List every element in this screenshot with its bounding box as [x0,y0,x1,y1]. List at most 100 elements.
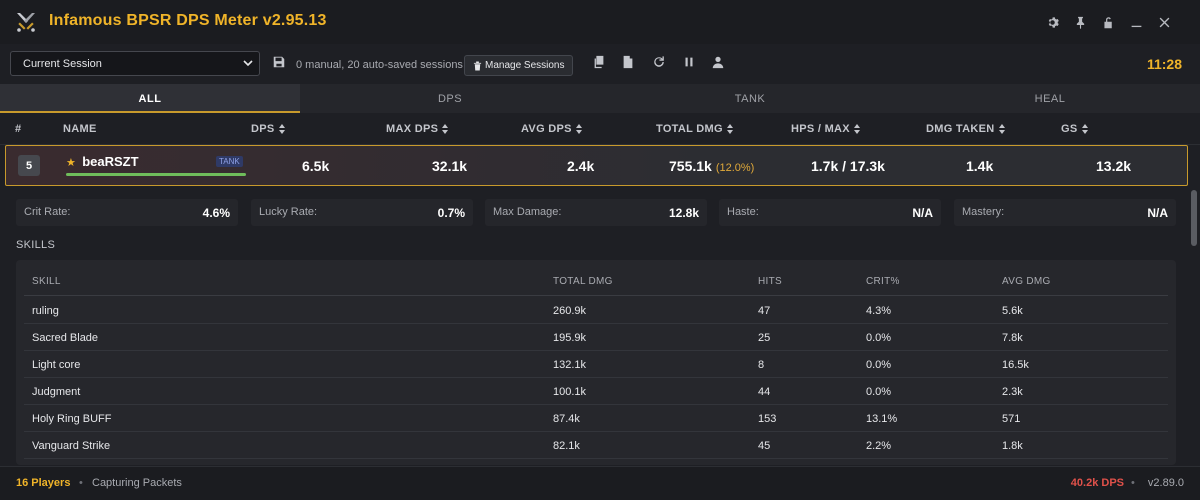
skill-row[interactable]: Sacred Blade 195.9k 25 0.0% 7.8k [24,324,1168,351]
skill-row[interactable]: Light core 132.1k 8 0.0% 16.5k [24,351,1168,378]
player-total-dmg: 755.1k [669,158,712,174]
skills-table-header: SKILL TOTAL DMG HITS CRIT% AVG DMG [24,270,1168,296]
refresh-icon [654,56,664,67]
stat-label: Crit Rate: [24,206,71,218]
sessions-info: 0 manual, 20 auto-saved sessions [296,59,463,71]
skills-table: SKILL TOTAL DMG HITS CRIT% AVG DMG rulin… [16,260,1176,465]
close-button[interactable] [1150,12,1178,32]
skill-row[interactable]: Vanguard Strike 82.1k 45 2.2% 1.8k [24,432,1168,459]
stat-value: 12.8k [668,206,699,220]
skill-name: Sacred Blade [32,332,99,344]
skill-crit: 2.2% [866,440,892,452]
gear-icon [1048,16,1059,28]
tab-dps[interactable]: DPS [437,92,463,105]
tab-tank[interactable]: TANK [734,92,766,105]
session-clock: 11:28 [1146,56,1182,72]
stat-label: Max Damage: [493,206,562,218]
tab-all[interactable]: ALL [0,84,300,113]
player-avg-dps: 2.4k [567,158,595,174]
status-bar: 16 Players • Capturing Packets 40.2k DPS… [0,466,1200,500]
crossed-swords-icon [17,13,35,32]
col-rank: # [15,123,22,135]
player-gs: 13.2k [1096,158,1132,174]
skill-name: Holy Ring BUFF [32,413,112,425]
skill-avg: 7.8k [1002,332,1023,344]
skill-row[interactable]: ruling 260.9k 47 4.3% 5.6k [24,297,1168,324]
col-dps[interactable]: DPS [251,123,285,135]
skill-hits: 47 [758,305,771,317]
manage-sessions-button[interactable]: Manage Sessions [464,55,573,76]
skill-hits: 8 [758,359,765,371]
minimize-button[interactable] [1122,12,1150,32]
user-button[interactable] [711,55,725,69]
player-total-dmg-cell: 755.1k (12.0%) [669,158,754,174]
skill-name: Judgment [32,386,81,398]
export-csv-button[interactable] [621,55,635,69]
version-label: v2.89.0 [1147,477,1184,489]
skill-crit: 0.0% [866,332,892,344]
col-avg-dps[interactable]: AVG DPS [521,123,582,135]
skill-name: Light core [32,359,81,371]
skill-total: 132.1k [553,359,587,371]
user-icon [712,56,724,69]
stat-max-damage: Max Damage: 12.8k [485,199,707,226]
scrollbar-thumb[interactable] [1191,190,1197,246]
pause-button[interactable] [682,55,696,69]
lock-button[interactable] [1094,12,1122,32]
skill-crit: 0.0% [866,359,892,371]
toolbar: Current Session 0 manual, 20 auto-saved … [0,44,1200,84]
session-select[interactable]: Current Session [10,51,260,76]
skills-section-title: SKILLS [16,239,56,251]
skill-crit: 0.0% [866,386,892,398]
sort-icon [726,124,733,134]
player-max-dps: 32.1k [432,158,468,174]
col-hps-max[interactable]: HPS / MAX [791,123,860,135]
sort-icon [998,124,1005,134]
skill-crit: 4.3% [866,305,892,317]
col-hps-max-label: HPS / MAX [791,123,850,135]
separator-dot: • [79,477,83,489]
tab-heal[interactable]: HEAL [1034,92,1066,105]
refresh-button[interactable] [652,55,666,69]
settings-button[interactable] [1038,12,1066,32]
player-total-pct: (12.0%) [715,162,755,174]
col-total-dmg[interactable]: TOTAL DMG [656,123,733,135]
copy-button[interactable] [592,55,606,69]
scrollbar[interactable] [1190,186,1198,461]
skill-hits: 25 [758,332,771,344]
csv-file-icon [623,55,633,69]
col-dmg-taken[interactable]: DMG TAKEN [926,123,1005,135]
pin-button[interactable] [1066,12,1094,32]
role-badge: TANK [216,156,243,167]
stat-value: 0.7% [437,206,465,220]
skill-name: ruling [32,305,59,317]
pin-icon [1076,16,1084,29]
skill-avg: 571 [1002,413,1021,425]
trash-icon [473,61,482,70]
player-dmg-taken: 1.4k [966,158,994,174]
col-max-dps[interactable]: MAX DPS [386,123,449,135]
col-gs[interactable]: GS [1061,123,1088,135]
stat-value: N/A [1147,206,1168,220]
col-gs-label: GS [1061,123,1078,135]
skills-col-crit: CRIT% [866,276,900,287]
stat-label: Haste: [727,206,759,218]
player-rank: 5 [18,155,40,176]
player-name-cell: ★ beaRSZT TANK [66,154,246,169]
skill-avg: 5.6k [1002,305,1023,317]
pause-icon [685,57,693,67]
skill-row[interactable]: Holy Ring BUFF 87.4k 153 13.1% 571 [24,405,1168,432]
save-session-button[interactable] [272,55,286,69]
session-select-value: Current Session [23,57,102,70]
skill-avg: 16.5k [1002,359,1029,371]
skill-hits: 44 [758,386,771,398]
tab-bar: ALL DPS TANK HEAL [0,84,1200,113]
player-row[interactable]: 5 ★ beaRSZT TANK 6.5k 32.1k 2.4k 755.1k(… [5,145,1188,186]
skill-total: 260.9k [553,305,587,317]
stat-value: 4.6% [202,206,230,220]
skill-row[interactable]: Judgment 100.1k 44 0.0% 2.3k [24,378,1168,405]
close-icon [1159,17,1169,27]
stat-value: N/A [912,206,933,220]
stat-label: Mastery: [962,206,1005,218]
manage-sessions-label: Manage Sessions [485,60,565,71]
